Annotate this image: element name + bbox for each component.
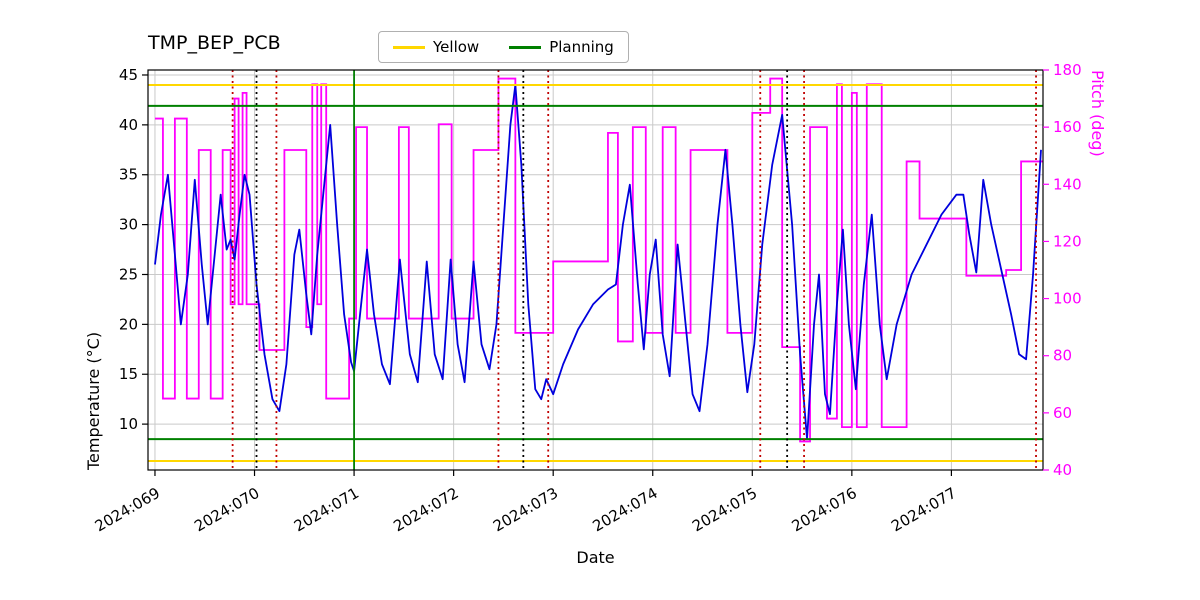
- x-tick-label: 2024:075: [689, 484, 760, 536]
- legend-item-yellow: Yellow: [393, 38, 479, 56]
- y-tick-label-left: 35: [119, 166, 138, 184]
- pitch-line: [154, 77, 1043, 443]
- x-tick-label: 2024:072: [390, 484, 461, 536]
- y-tick-label-left: 25: [119, 265, 138, 283]
- y-tick-label-right: 180: [1053, 61, 1082, 79]
- x-tick-label: 2024:069: [92, 484, 163, 536]
- legend-label-planning: Planning: [549, 38, 614, 56]
- y-tick-label-right: 100: [1053, 290, 1082, 308]
- plot-border: [147, 69, 1044, 471]
- chart-title: TMP_BEP_PCB: [148, 32, 281, 54]
- x-tick-label: 2024:077: [888, 484, 959, 536]
- y-tick-label-left: 15: [119, 365, 138, 383]
- yellow-line-swatch: [393, 45, 425, 49]
- x-tick-label: 2024:073: [490, 484, 561, 536]
- y-axis-label-right: Pitch (deg): [1088, 70, 1107, 157]
- y-tick-label-right: 60: [1053, 404, 1072, 422]
- y-tick-label-left: 40: [119, 116, 138, 134]
- legend-item-planning: Planning: [509, 38, 614, 56]
- x-tick-label: 2024:070: [191, 484, 262, 536]
- x-tick-label: 2024:076: [789, 484, 860, 536]
- planning-line-swatch: [509, 45, 542, 49]
- x-axis-label: Date: [576, 548, 615, 567]
- legend-label-yellow: Yellow: [433, 38, 480, 56]
- y-tick-label-right: 40: [1053, 461, 1072, 479]
- y-tick-label-left: 10: [119, 415, 138, 433]
- y-tick-label-right: 140: [1053, 175, 1082, 193]
- y-tick-label-right: 160: [1053, 118, 1082, 136]
- y-tick-label-left: 20: [119, 315, 138, 333]
- x-tick-label: 2024:071: [291, 484, 362, 536]
- y-tick-label-right: 120: [1053, 232, 1082, 250]
- y-tick-label-right: 80: [1053, 347, 1072, 365]
- x-tick-label: 2024:074: [590, 484, 661, 536]
- y-tick-label-left: 30: [119, 216, 138, 234]
- y-tick-label-left: 45: [119, 66, 138, 84]
- y-axis-label-left: Temperature (°C): [84, 331, 103, 470]
- temperature-line: [154, 84, 1042, 440]
- legend: Yellow Planning: [378, 31, 629, 63]
